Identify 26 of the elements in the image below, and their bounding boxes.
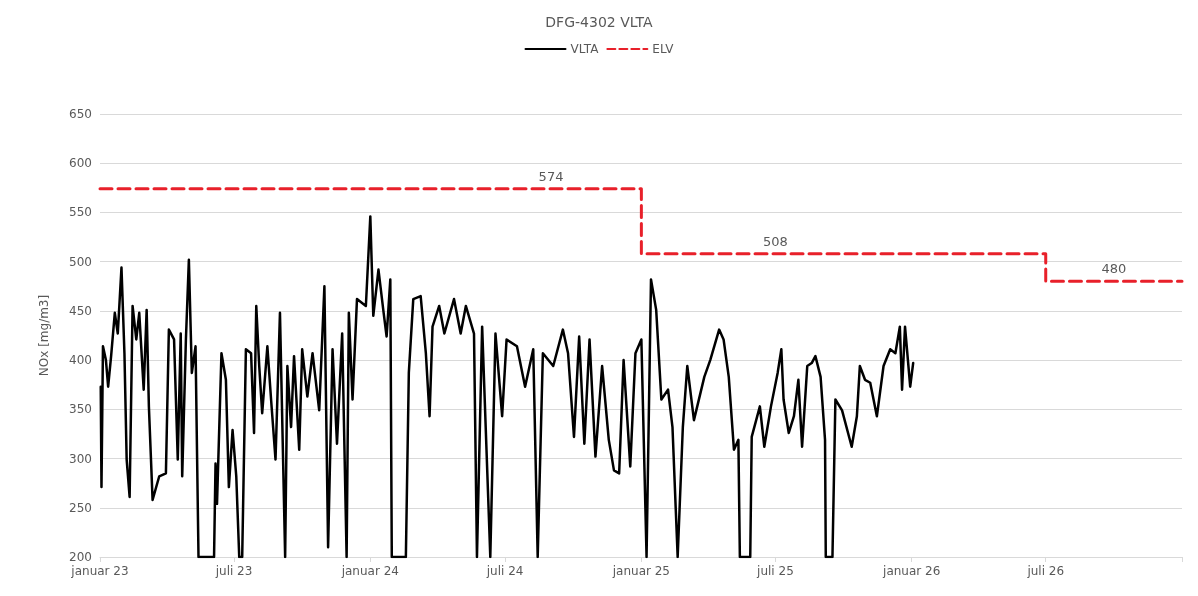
- x-tick-label: juli 23: [214, 564, 253, 578]
- x-tick-label: januar 26: [882, 564, 941, 578]
- y-tick-label: 250: [69, 500, 92, 515]
- annotation: 574: [538, 168, 564, 184]
- y-tick-label: 400: [69, 353, 92, 368]
- legend-label: ELV: [652, 42, 675, 56]
- y-tick-label: 450: [69, 303, 92, 318]
- y-tick-label: 200: [69, 550, 92, 564]
- y-tick-label: 350: [69, 402, 92, 417]
- x-tick-label: juli 25: [756, 564, 794, 578]
- y-axis-title: NOx [mg/m3]: [37, 294, 51, 377]
- annotation: 508: [763, 233, 788, 249]
- x-tick-label: januar 25: [611, 564, 671, 578]
- x-tick-label: juli 24: [485, 564, 524, 578]
- annotation: 480: [1101, 261, 1127, 277]
- y-tick-label: 500: [69, 254, 92, 269]
- x-tick-label: januar 24: [340, 564, 399, 578]
- legend-label: VLTA: [570, 42, 600, 56]
- y-tick-label: 300: [69, 451, 92, 466]
- x-tick-label: januar 23: [70, 564, 129, 578]
- chart-title: DFG-4302 VLTA: [545, 14, 654, 30]
- y-tick-label: 550: [69, 205, 92, 220]
- y-tick-label: 600: [69, 156, 92, 171]
- y-tick-label: 650: [69, 107, 92, 121]
- x-tick-label: juli 26: [1026, 564, 1065, 578]
- line-series: [99, 215, 915, 559]
